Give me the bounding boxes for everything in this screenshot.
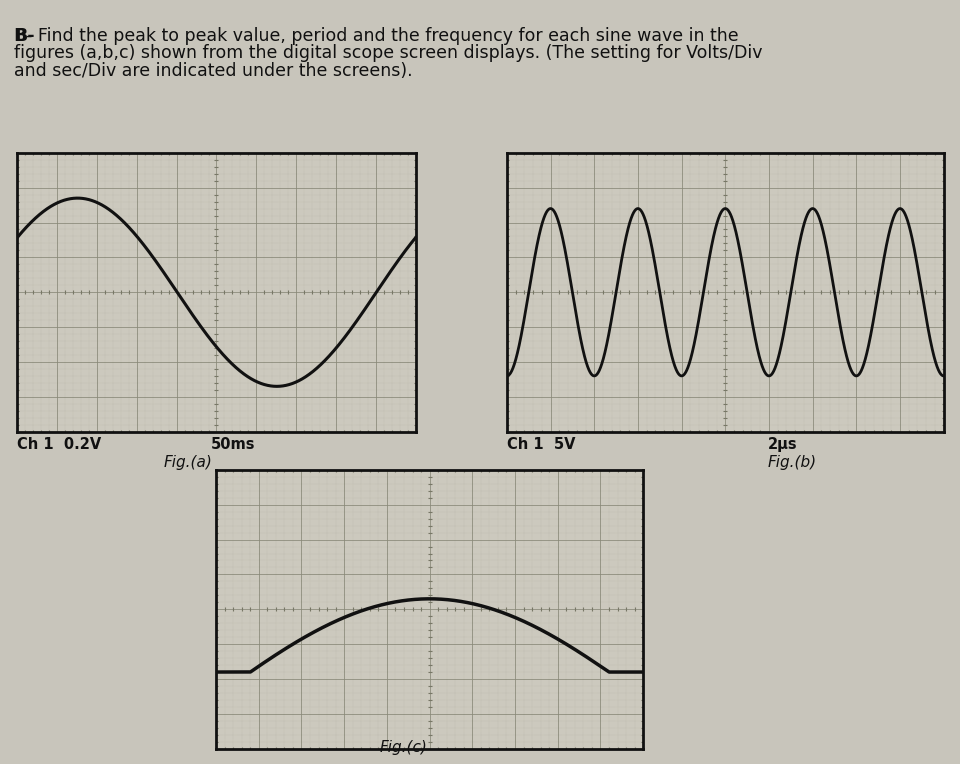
Text: Fig.(a): Fig.(a) [163,455,212,470]
Text: Ch 1  5V: Ch 1 5V [507,437,575,452]
Text: Ch 1  0.2V: Ch 1 0.2V [17,437,102,452]
Text: 2μs: 2μs [768,437,798,452]
Text: figures (a,b,c) shown from the digital scope screen displays. (The setting for V: figures (a,b,c) shown from the digital s… [14,44,763,63]
Text: B-: B- [14,27,35,45]
Text: Fig.(b): Fig.(b) [768,455,817,470]
Text: B- Find the peak to peak value, period and the frequency for each sine wave in t: B- Find the peak to peak value, period a… [14,27,739,45]
Text: 50ms: 50ms [211,437,255,452]
Text: Fig.(c): Fig.(c) [379,740,427,755]
Text: and sec/Div are indicated under the screens).: and sec/Div are indicated under the scre… [14,62,413,80]
